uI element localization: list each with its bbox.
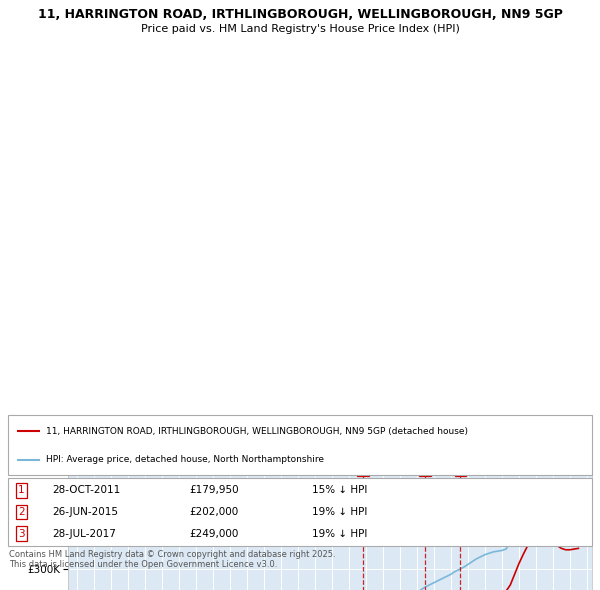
Text: 2: 2 (18, 507, 25, 517)
Text: 1: 1 (360, 463, 366, 473)
Text: £202,000: £202,000 (189, 507, 238, 517)
Text: 3: 3 (18, 529, 25, 539)
Text: 2: 2 (422, 463, 428, 473)
Text: Price paid vs. HM Land Registry's House Price Index (HPI): Price paid vs. HM Land Registry's House … (140, 24, 460, 34)
FancyBboxPatch shape (8, 415, 592, 475)
Text: Contains HM Land Registry data © Crown copyright and database right 2025.
This d: Contains HM Land Registry data © Crown c… (9, 550, 335, 569)
Text: 15% ↓ HPI: 15% ↓ HPI (311, 485, 367, 495)
Text: 28-JUL-2017: 28-JUL-2017 (52, 529, 116, 539)
FancyBboxPatch shape (8, 478, 592, 546)
Text: 3: 3 (457, 463, 464, 473)
Text: £179,950: £179,950 (189, 485, 239, 495)
Text: 19% ↓ HPI: 19% ↓ HPI (311, 507, 367, 517)
Text: 26-JUN-2015: 26-JUN-2015 (52, 507, 118, 517)
Text: HPI: Average price, detached house, North Northamptonshire: HPI: Average price, detached house, Nort… (46, 455, 324, 464)
Text: £249,000: £249,000 (189, 529, 238, 539)
Text: 11, HARRINGTON ROAD, IRTHLINGBOROUGH, WELLINGBOROUGH, NN9 5GP (detached house): 11, HARRINGTON ROAD, IRTHLINGBOROUGH, WE… (46, 427, 468, 435)
Text: 11, HARRINGTON ROAD, IRTHLINGBOROUGH, WELLINGBOROUGH, NN9 5GP: 11, HARRINGTON ROAD, IRTHLINGBOROUGH, WE… (38, 8, 562, 21)
Text: 19% ↓ HPI: 19% ↓ HPI (311, 529, 367, 539)
Text: 28-OCT-2011: 28-OCT-2011 (52, 485, 120, 495)
Text: 1: 1 (18, 485, 25, 495)
